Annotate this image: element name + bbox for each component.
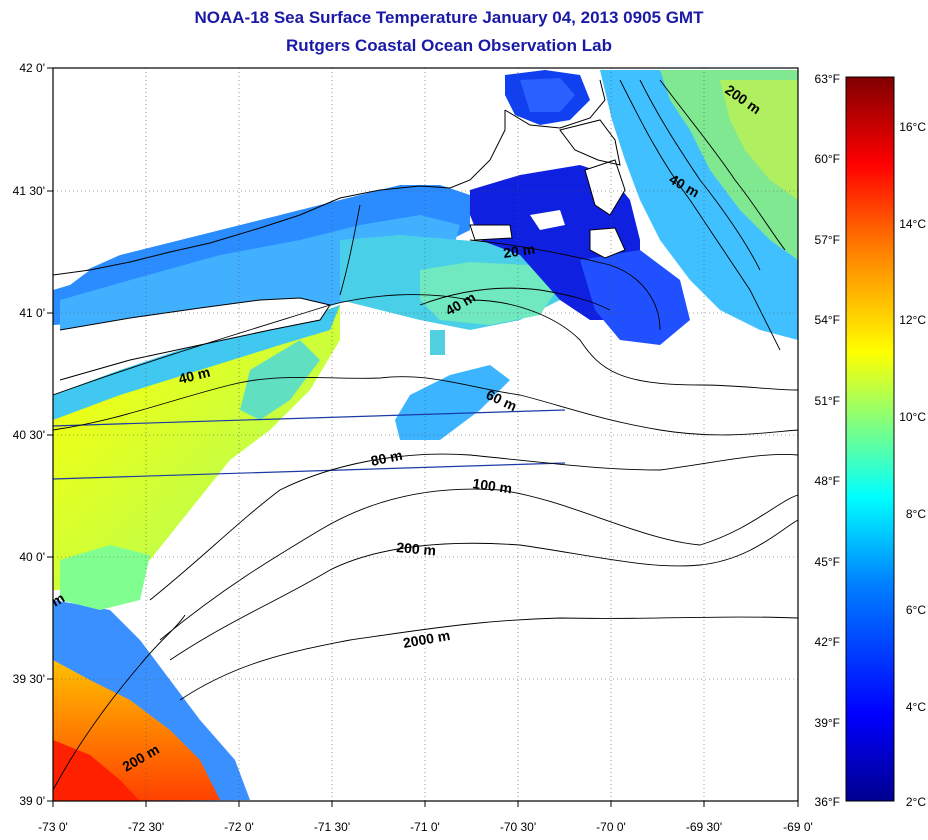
contour-label: 20 m — [502, 241, 536, 261]
lon-label: -69 30' — [686, 820, 722, 834]
f-label: 54°F — [815, 313, 840, 327]
c-label: 4°C — [906, 700, 926, 714]
c-label: 12°C — [899, 313, 926, 327]
contour-label: 40 m — [177, 364, 212, 387]
f-label: 60°F — [815, 152, 840, 166]
longitude-labels: -73 0' -72 30' -72 0' -71 30' -71 0' -70… — [38, 820, 813, 834]
f-label: 39°F — [815, 716, 840, 730]
f-label: 42°F — [815, 635, 840, 649]
lat-label: 40 30' — [13, 428, 45, 442]
graticule — [53, 68, 798, 801]
colorbar — [845, 76, 895, 802]
contour-label: 200 m — [396, 539, 437, 558]
f-label: 57°F — [815, 233, 840, 247]
bathymetry-contours — [53, 79, 798, 791]
coastline — [53, 79, 626, 381]
lat-label: 40 0' — [19, 550, 45, 564]
lat-label: 41 30' — [13, 184, 45, 198]
lat-label: 41 0' — [19, 306, 45, 320]
lon-label: -72 0' — [224, 820, 254, 834]
f-label: 36°F — [815, 795, 840, 809]
c-label: 14°C — [899, 217, 926, 231]
map-subtitle: Rutgers Coastal Ocean Observation Lab — [286, 36, 612, 55]
contour-label: 100 m — [472, 475, 514, 496]
c-label: 10°C — [899, 410, 926, 424]
c-label: 6°C — [906, 603, 926, 617]
lon-label: -71 30' — [314, 820, 350, 834]
c-label: 8°C — [906, 507, 926, 521]
c-label: 16°C — [899, 120, 926, 134]
latitude-labels: 42 0' 41 30' 41 0' 40 30' 40 0' 39 30' 3… — [13, 61, 45, 808]
frame-ticks — [47, 67, 799, 807]
f-label: 63°F — [815, 72, 840, 86]
contour-label: 80 m — [369, 447, 404, 469]
map-title: NOAA-18 Sea Surface Temperature January … — [194, 8, 704, 27]
f-label: 48°F — [815, 474, 840, 488]
fahrenheit-labels: 63°F 60°F 57°F 54°F 51°F 48°F 45°F 42°F … — [815, 72, 840, 809]
lon-label: -70 0' — [596, 820, 626, 834]
lat-label: 42 0' — [19, 61, 45, 75]
lat-label: 39 30' — [13, 672, 45, 686]
celsius-labels: 16°C 14°C 12°C 10°C 8°C 6°C 4°C 2°C — [899, 120, 926, 809]
c-label: 2°C — [906, 795, 926, 809]
lon-label: -71 0' — [410, 820, 440, 834]
lon-label: -72 30' — [128, 820, 164, 834]
lon-label: -70 30' — [500, 820, 536, 834]
lat-label: 39 0' — [19, 794, 45, 808]
lon-label: -69 0' — [783, 820, 813, 834]
satellite-tracks — [52, 409, 566, 480]
lon-label: -73 0' — [38, 820, 68, 834]
f-label: 51°F — [815, 394, 840, 408]
f-label: 45°F — [815, 555, 840, 569]
